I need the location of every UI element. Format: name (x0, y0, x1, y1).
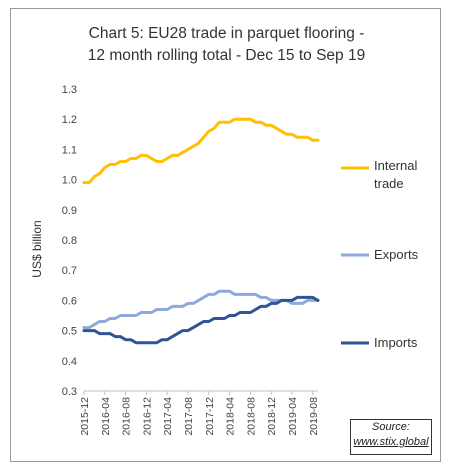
x-tick-label: 2018-04 (225, 397, 237, 436)
x-tick-label: 2017-04 (162, 397, 174, 436)
x-tick-label: 2017-08 (183, 397, 195, 436)
legend-label: Imports (374, 335, 418, 350)
x-tick-label: 2019-04 (287, 397, 299, 436)
legend-label: trade (374, 176, 404, 191)
y-tick-label: 1.0 (62, 175, 77, 187)
y-tick-labels: 0.3 0.4 0.5 0.6 0.7 0.8 0.9 1.0 1.1 1.2 1.3 (62, 84, 77, 398)
y-axis-label: US$ billion (30, 220, 44, 277)
legend: Internal trade Exports Imports (341, 158, 419, 350)
x-tick-labels: 2015-12 2016-04 2016-08 2016-12 2017-04 2017-… (79, 391, 320, 436)
series-line-internal-trade (82, 117, 320, 185)
legend-label: Internal (374, 158, 417, 173)
legend-label: Exports (374, 247, 419, 262)
y-tick-label: 1.1 (62, 144, 77, 156)
source-link[interactable]: www.stix.global (353, 436, 429, 448)
x-tick-label: 2016-12 (141, 397, 153, 436)
chart-title: Chart 5: EU28 trade in parquet flooring … (11, 23, 442, 67)
y-tick-label: 0.6 (62, 295, 77, 307)
x-tick-label: 2019-08 (308, 397, 320, 436)
x-tick-label: 2017-12 (204, 397, 216, 436)
chart-title-line-1: Chart 5: EU28 trade in parquet flooring … (88, 25, 365, 42)
y-tick-label: 0.7 (62, 265, 77, 277)
y-tick-label: 0.5 (62, 326, 77, 338)
x-tick-label: 2016-08 (121, 397, 133, 436)
y-tick-label: 0.8 (62, 235, 77, 247)
y-tick-label: 1.3 (62, 84, 77, 96)
chart-title-line-2: 12 month rolling total - Dec 15 to Sep 1… (87, 47, 366, 64)
y-tick-label: 0.3 (62, 386, 77, 398)
series-line-imports (82, 295, 320, 345)
y-tick-label: 0.9 (62, 205, 77, 217)
x-tick-label: 2016-04 (100, 397, 112, 436)
source-label: Source: (372, 421, 410, 433)
y-tick-label: 1.2 (62, 114, 77, 126)
x-tick-label: 2018-08 (245, 397, 257, 436)
chart-frame: Chart 5: EU28 trade in parquet flooring … (10, 8, 441, 462)
line-chart: 0.3 0.4 0.5 0.6 0.7 0.8 0.9 1.0 1.1 1.2 1.3 2015-1… (30, 84, 419, 436)
y-tick-label: 0.4 (62, 356, 77, 368)
source-note: Source: www.stix.global (350, 419, 432, 455)
x-tick-label: 2018-12 (266, 397, 278, 436)
x-tick-label: 2015-12 (79, 397, 91, 436)
series-lines (82, 117, 320, 345)
